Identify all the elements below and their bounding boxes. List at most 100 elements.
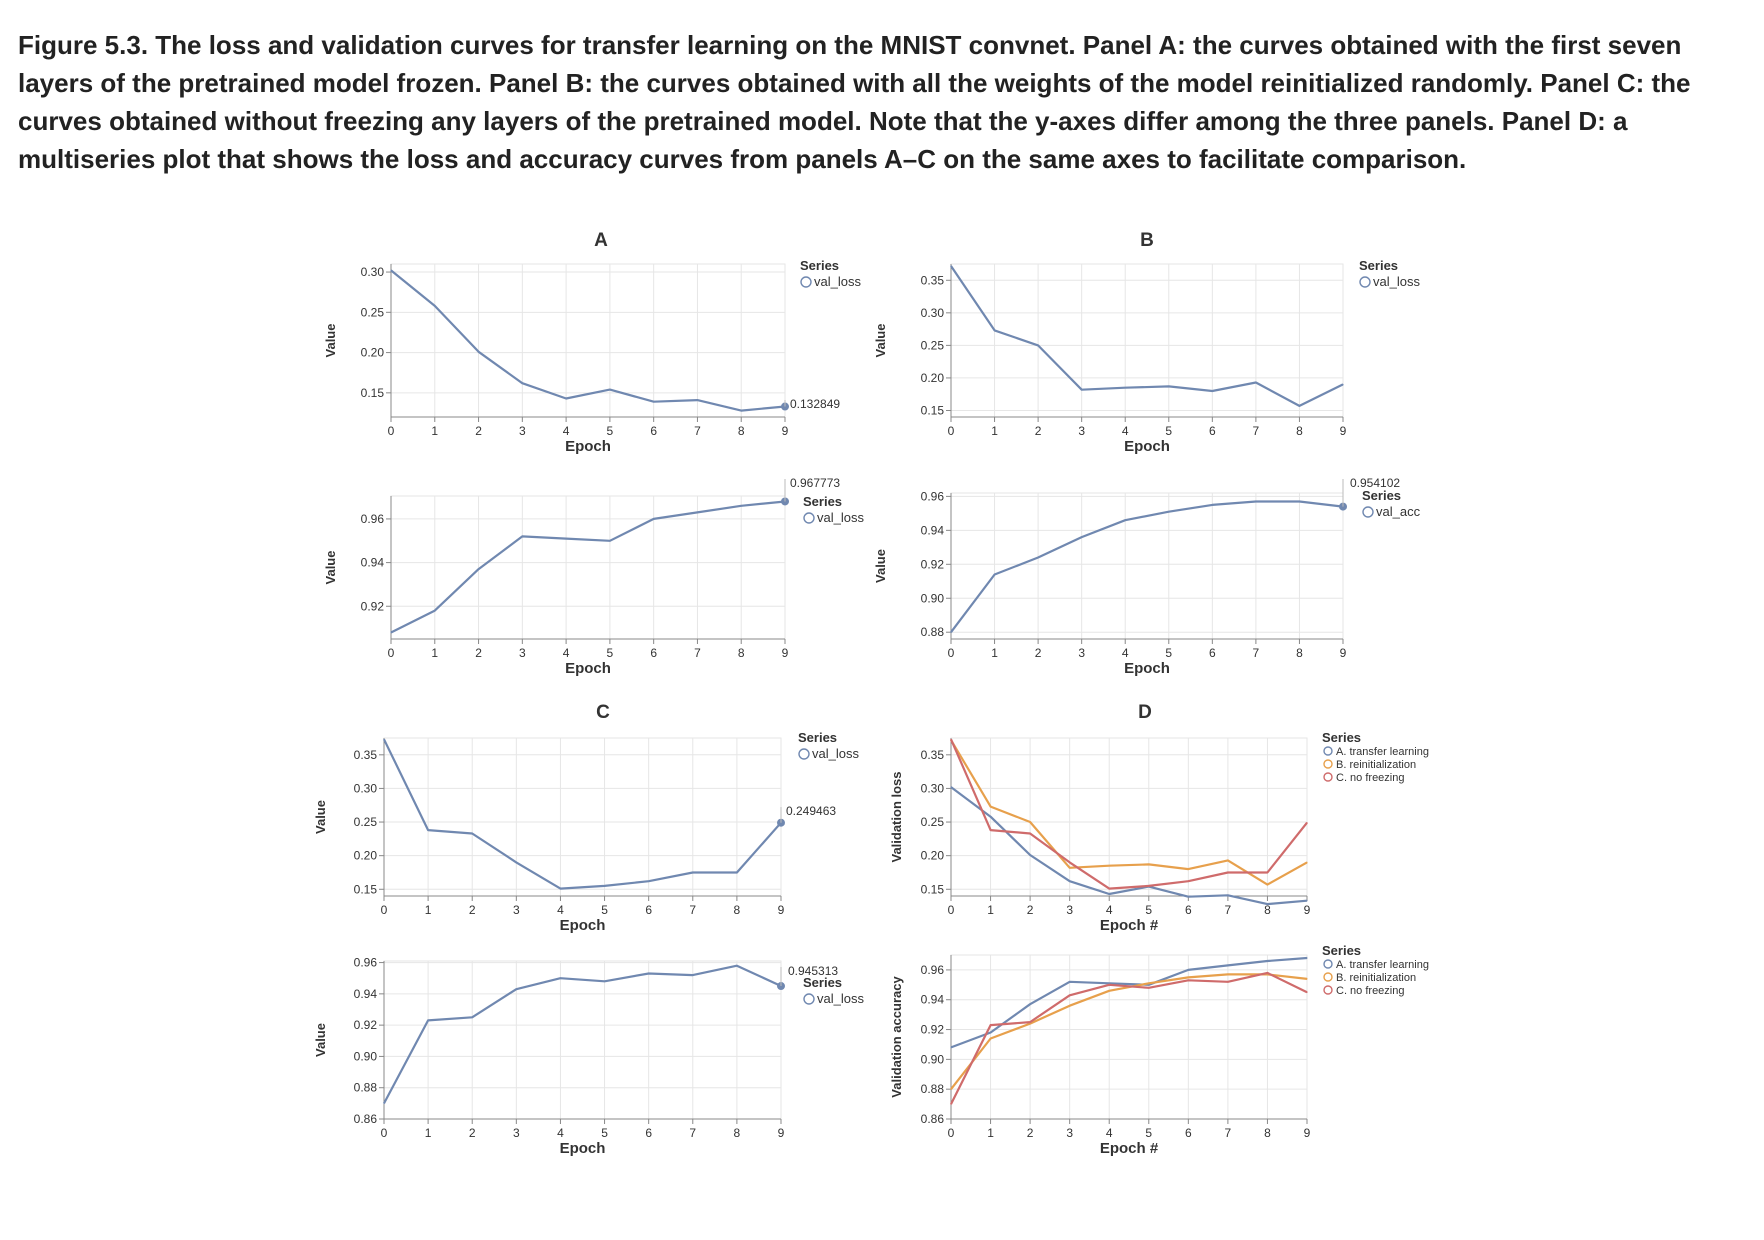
x-tick-label: 9 bbox=[778, 1126, 785, 1140]
x-tick-label: 2 bbox=[469, 1126, 476, 1140]
x-tick-label: 5 bbox=[601, 903, 608, 917]
series-line-a bbox=[950, 265, 1344, 407]
x-tick-label: 8 bbox=[734, 903, 741, 917]
series-line-a bbox=[383, 964, 782, 1104]
data-point bbox=[1227, 894, 1229, 896]
y-tick-label: 0.92 bbox=[354, 1018, 378, 1032]
data-point bbox=[471, 832, 473, 835]
x-tick-label: 9 bbox=[782, 424, 789, 438]
y-tick-label: 0.30 bbox=[361, 265, 385, 279]
data-point bbox=[1069, 994, 1071, 996]
legend-title: Series bbox=[803, 975, 842, 990]
x-axis-title: Epoch bbox=[560, 917, 606, 934]
data-point bbox=[1081, 536, 1083, 538]
data-point bbox=[1227, 981, 1229, 983]
x-tick-label: 3 bbox=[1078, 424, 1085, 438]
chart-C-acc: 0.86 0.88 0.90 0.92 0.94 0.96 0 1 2 3 4 5 6 7 8 9 Epoch V… bbox=[313, 956, 864, 1157]
data-point bbox=[1029, 821, 1031, 823]
data-point bbox=[603, 885, 606, 887]
plot-frame bbox=[950, 263, 1344, 418]
data-point bbox=[736, 871, 738, 874]
data-point bbox=[1266, 903, 1269, 905]
x-tick-label: 8 bbox=[738, 646, 745, 660]
x-tick-label: 4 bbox=[1122, 424, 1129, 438]
series-line-a bbox=[383, 738, 782, 890]
series-line-a bbox=[390, 269, 786, 412]
y-tick-label: 0.15 bbox=[361, 386, 385, 400]
data-point bbox=[653, 518, 655, 520]
y-tick-label: 0.35 bbox=[921, 748, 945, 762]
data-point bbox=[427, 1019, 429, 1022]
x-tick-label: 1 bbox=[991, 424, 998, 438]
data-point bbox=[1306, 900, 1308, 902]
y-tick-label: 0.96 bbox=[361, 512, 385, 526]
data-point bbox=[1187, 976, 1189, 978]
end-value-label: 0.132849 bbox=[790, 397, 840, 411]
panel-label-c: C bbox=[596, 702, 610, 723]
data-point bbox=[1211, 390, 1213, 392]
x-tick-label: 4 bbox=[1122, 646, 1129, 660]
x-tick-label: 4 bbox=[563, 646, 570, 660]
x-tick-label: 2 bbox=[1027, 1126, 1034, 1140]
chart-C-loss: 0.15 0.20 0.25 0.30 0.35 0 1 2 3 4 5 6 7 8 9 Epoch Value… bbox=[313, 730, 859, 934]
x-tick-label: 0 bbox=[381, 1126, 388, 1140]
data-point bbox=[1069, 861, 1071, 863]
series-line-c bbox=[950, 971, 1308, 1105]
data-point bbox=[434, 305, 436, 307]
y-tick-label: 0.25 bbox=[354, 815, 378, 829]
legend-label: C. no freezing bbox=[1336, 772, 1404, 784]
data-point bbox=[1187, 868, 1189, 870]
data-point bbox=[1306, 991, 1308, 993]
series-line-c bbox=[949, 738, 1308, 890]
figure-caption: Figure 5.3. The loss and validation curv… bbox=[18, 30, 1691, 174]
x-axis-title: Epoch bbox=[560, 1140, 606, 1157]
y-tick-label: 0.86 bbox=[921, 1112, 945, 1126]
x-tick-label: 3 bbox=[1066, 1126, 1073, 1140]
data-point bbox=[521, 535, 523, 537]
legend-title: Series bbox=[798, 730, 837, 745]
legend-symbol bbox=[1362, 506, 1374, 518]
x-axis-title: Epoch # bbox=[1100, 1140, 1159, 1157]
end-value-label: 0.945313 bbox=[788, 964, 838, 978]
x-tick-label: 4 bbox=[1106, 903, 1113, 917]
data-point bbox=[1037, 556, 1039, 559]
data-point bbox=[1029, 1003, 1031, 1005]
x-tick-label: 7 bbox=[1225, 903, 1232, 917]
y-tick-label: 0.30 bbox=[921, 306, 945, 320]
chart-D-loss: 0.15 0.20 0.25 0.30 0.35 0 1 2 3 4 5 6 7 8 9 Epoch # Val… bbox=[889, 730, 1429, 934]
x-tick-label: 7 bbox=[694, 646, 701, 660]
data-point bbox=[1168, 511, 1170, 513]
data-point bbox=[740, 505, 742, 507]
y-tick-label: 0.20 bbox=[921, 849, 945, 863]
data-point bbox=[1108, 893, 1110, 895]
x-tick-label: 0 bbox=[388, 424, 395, 438]
data-point bbox=[648, 972, 650, 975]
data-point bbox=[989, 1037, 992, 1040]
x-tick-label: 0 bbox=[388, 646, 395, 660]
y-axis-title: Validation loss bbox=[889, 771, 904, 862]
data-point bbox=[477, 351, 480, 353]
x-tick-label: 2 bbox=[1027, 903, 1034, 917]
legend-symbol bbox=[1323, 972, 1333, 982]
data-point bbox=[736, 965, 738, 967]
x-tick-label: 7 bbox=[1253, 646, 1260, 660]
data-point bbox=[1227, 973, 1229, 975]
y-tick-label: 0.96 bbox=[921, 489, 945, 503]
data-point bbox=[559, 977, 562, 979]
x-tick-label: 9 bbox=[1340, 646, 1347, 660]
x-tick-label: 8 bbox=[1264, 1126, 1271, 1140]
y-tick-label: 0.92 bbox=[361, 599, 385, 613]
x-tick-label: 6 bbox=[650, 646, 657, 660]
legend-label: val_loss bbox=[814, 274, 861, 289]
x-tick-label: 5 bbox=[1165, 424, 1172, 438]
data-point bbox=[1148, 863, 1150, 866]
y-tick-label: 0.25 bbox=[921, 338, 945, 352]
data-point bbox=[1187, 969, 1189, 971]
data-point bbox=[1108, 990, 1110, 992]
x-axis-title: Epoch bbox=[1124, 438, 1170, 455]
data-point bbox=[1266, 972, 1269, 974]
data-point bbox=[1227, 871, 1229, 874]
data-point bbox=[565, 537, 567, 540]
data-point bbox=[1306, 822, 1308, 824]
panel-label-b: B bbox=[1140, 230, 1154, 251]
